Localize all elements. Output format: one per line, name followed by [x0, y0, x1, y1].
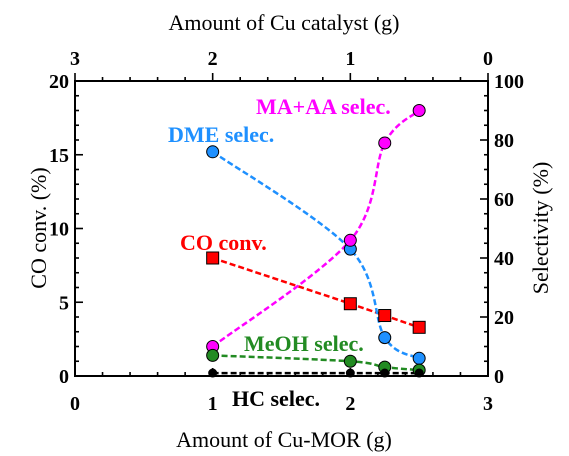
- x-bottom-tick-label: 1: [208, 393, 218, 415]
- meoh-selec-point: [343, 354, 357, 368]
- dme-selec-point: [206, 145, 220, 159]
- co-conv-point: [378, 309, 392, 323]
- co-conv-point: [206, 251, 220, 265]
- x-bottom-tick-label: 3: [483, 393, 493, 415]
- x-top-tick-label: 3: [70, 48, 80, 70]
- y-right-tick-label: 20: [494, 307, 514, 329]
- hc-selec-point: [208, 368, 218, 378]
- series-label-ma-aa: MA+AA selec.: [256, 94, 391, 119]
- ma-aa-selec-trend-line: [211, 109, 421, 348]
- y-right-tick-label: 0: [494, 366, 504, 388]
- y-left-tick-label: 5: [59, 292, 69, 314]
- ma-aa-selec-point: [378, 136, 392, 150]
- dme-selec-point: [378, 331, 392, 345]
- dme-selec-point: [412, 351, 426, 365]
- y-right-tick-label: 100: [494, 71, 524, 93]
- series-label-co-conv: CO conv.: [180, 230, 267, 255]
- hc-selec-point: [380, 368, 390, 378]
- dme-selec-trend-line: [211, 150, 420, 360]
- hc-selec-point: [414, 368, 424, 378]
- y-left-tick-label: 15: [49, 145, 69, 167]
- x-top-tick-label: 0: [483, 48, 493, 70]
- y-right-tick-label: 80: [494, 130, 514, 152]
- series-label-meoh: MeOH selec.: [244, 331, 364, 356]
- x-bottom-tick-label: 0: [70, 393, 80, 415]
- series-label-hc: HC selec.: [232, 386, 320, 411]
- plot-frame: [74, 80, 489, 377]
- co-conv-point: [412, 320, 426, 334]
- y-axis-left-label: CO conv. (%): [26, 167, 51, 288]
- y-left-tick-label: 0: [59, 366, 69, 388]
- x-top-tick-label: 2: [208, 48, 218, 70]
- x-axis-bottom-label: Amount of Cu-MOR (g): [176, 427, 392, 452]
- meoh-selec-point: [206, 348, 220, 362]
- co-conv-point: [343, 297, 357, 311]
- y-right-tick-label: 60: [494, 189, 514, 211]
- co-conv-trend-line: [212, 256, 420, 329]
- hc-selec-point: [345, 368, 355, 378]
- y-left-tick-label: 10: [49, 219, 69, 241]
- ma-aa-selec-point: [343, 233, 357, 247]
- ma-aa-selec-point: [412, 104, 426, 117]
- y-axis-right-label: Selectivity (%): [528, 162, 553, 295]
- meoh-selec-trend-line: [212, 354, 420, 372]
- y-right-tick-label: 40: [494, 248, 514, 270]
- x-bottom-tick-label: 2: [345, 393, 355, 415]
- x-axis-top-label: Amount of Cu catalyst (g): [169, 10, 400, 35]
- x-top-tick-label: 1: [345, 48, 355, 70]
- y-left-tick-label: 20: [49, 71, 69, 93]
- series-label-dme: DME selec.: [168, 122, 274, 147]
